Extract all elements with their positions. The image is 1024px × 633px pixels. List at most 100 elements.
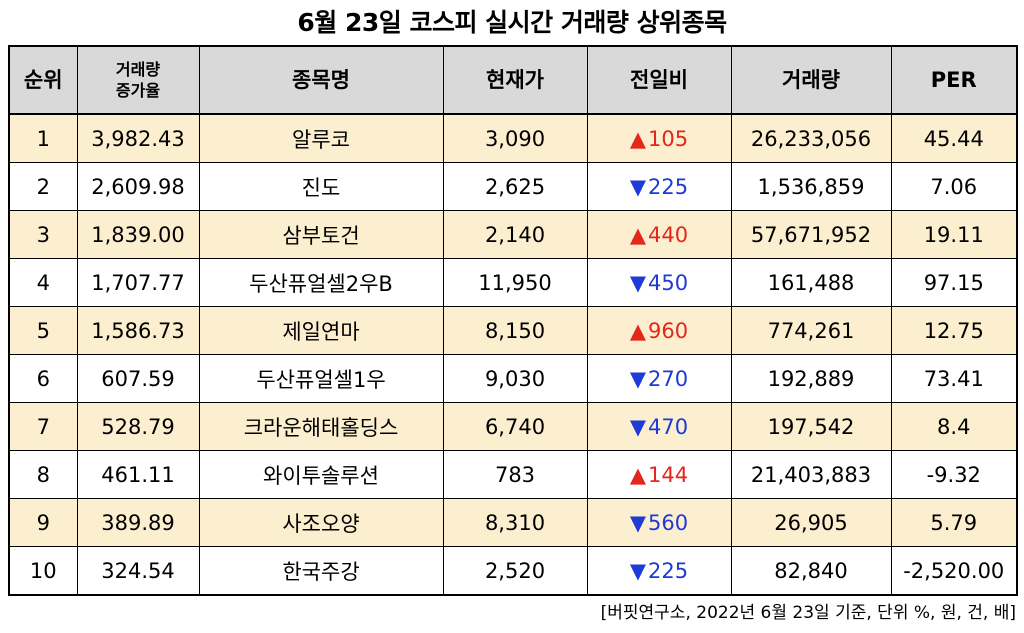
cell-rank: 8	[8, 450, 78, 499]
header-price: 현재가	[442, 45, 588, 115]
down-arrow-icon: ▼	[629, 174, 647, 199]
cell-per: 97.15	[890, 258, 1018, 307]
cell-rank: 3	[8, 210, 78, 259]
cell-volume-increase: 1,839.00	[76, 210, 200, 259]
cell-name: 두산퓨얼셀1우	[198, 354, 444, 403]
table-row: 5 1,586.73 제일연마 8,150 ▲960 774,261 12.75	[8, 306, 1018, 355]
cell-name: 제일연마	[198, 306, 444, 355]
cell-rank: 2	[8, 162, 78, 211]
cell-per: 73.41	[890, 354, 1018, 403]
change-value: 560	[648, 510, 689, 535]
cell-volume-increase: 389.89	[76, 498, 200, 547]
cell-rank: 7	[8, 402, 78, 451]
cell-change: ▼560	[586, 498, 732, 547]
header-rank: 순위	[8, 45, 78, 115]
table-row: 10 324.54 한국주강 2,520 ▼225 82,840 -2,520.00	[8, 546, 1018, 596]
header-volume-increase: 거래량 증가율	[76, 45, 200, 115]
cell-per: 19.11	[890, 210, 1018, 259]
cell-per: -2,520.00	[890, 546, 1018, 596]
table-row: 3 1,839.00 삼부토건 2,140 ▲440 57,671,952 19.11	[8, 210, 1018, 259]
table-row: 2 2,609.98 진도 2,625 ▼225 1,536,859 7.06	[8, 162, 1018, 211]
change-value: 450	[648, 270, 689, 295]
table-row: 9 389.89 사조오양 8,310 ▼560 26,905 5.79	[8, 498, 1018, 547]
change-value: 225	[648, 174, 689, 199]
header-volume-increase-line1: 거래량	[115, 60, 161, 79]
cell-rank: 10	[8, 546, 78, 596]
page-title: 6월 23일 코스피 실시간 거래량 상위종목	[297, 8, 727, 37]
change-value: 440	[648, 222, 689, 247]
cell-volume-increase: 324.54	[76, 546, 200, 596]
cell-price: 2,520	[442, 546, 588, 596]
cell-volume: 197,542	[730, 402, 892, 451]
cell-volume: 21,403,883	[730, 450, 892, 499]
cell-change: ▼225	[586, 162, 732, 211]
cell-name: 두산퓨얼셀2우B	[198, 258, 444, 307]
header-row: 순위 거래량 증가율 종목명 현재가 전일비 거래량 PER	[8, 45, 1018, 115]
cell-price: 783	[442, 450, 588, 499]
cell-volume-increase: 1,586.73	[76, 306, 200, 355]
header-per: PER	[890, 45, 1018, 115]
cell-per: -9.32	[890, 450, 1018, 499]
cell-per: 8.4	[890, 402, 1018, 451]
cell-name: 크라운해태홀딩스	[198, 402, 444, 451]
cell-name: 사조오양	[198, 498, 444, 547]
table-row: 6 607.59 두산퓨얼셀1우 9,030 ▼270 192,889 73.41	[8, 354, 1018, 403]
change-value: 105	[648, 126, 689, 151]
cell-price: 11,950	[442, 258, 588, 307]
change-value: 270	[648, 366, 689, 391]
cell-name: 삼부토건	[198, 210, 444, 259]
change-value: 144	[648, 462, 689, 487]
cell-volume: 161,488	[730, 258, 892, 307]
cell-volume: 82,840	[730, 546, 892, 596]
table-row: 8 461.11 와이투솔루션 783 ▲144 21,403,883 -9.32	[8, 450, 1018, 499]
cell-name: 알루코	[198, 113, 444, 163]
cell-volume-increase: 607.59	[76, 354, 200, 403]
cell-name: 와이투솔루션	[198, 450, 444, 499]
up-arrow-icon: ▲	[629, 462, 647, 487]
cell-change: ▲105	[586, 113, 732, 163]
stock-table: 순위 거래량 증가율 종목명 현재가 전일비 거래량 PER 1 3,982.43…	[8, 45, 1018, 596]
cell-volume: 192,889	[730, 354, 892, 403]
down-arrow-icon: ▼	[629, 510, 647, 535]
cell-price: 9,030	[442, 354, 588, 403]
cell-price: 2,625	[442, 162, 588, 211]
header-volume-increase-line2: 증가율	[115, 81, 161, 100]
cell-rank: 4	[8, 258, 78, 307]
up-arrow-icon: ▲	[629, 318, 647, 343]
cell-price: 8,310	[442, 498, 588, 547]
cell-per: 7.06	[890, 162, 1018, 211]
cell-volume: 26,233,056	[730, 113, 892, 163]
cell-change: ▲440	[586, 210, 732, 259]
cell-volume-increase: 528.79	[76, 402, 200, 451]
down-arrow-icon: ▼	[629, 558, 647, 583]
cell-price: 6,740	[442, 402, 588, 451]
cell-name: 진도	[198, 162, 444, 211]
down-arrow-icon: ▼	[629, 366, 647, 391]
cell-per: 45.44	[890, 113, 1018, 163]
source-note: [버핏연구소, 2022년 6월 23일 기준, 단위 %, 원, 건, 배]	[600, 603, 1016, 623]
table-body: 1 3,982.43 알루코 3,090 ▲105 26,233,056 45.44 2 2,6…	[8, 113, 1018, 596]
header-name: 종목명	[198, 45, 444, 115]
change-value: 470	[648, 414, 689, 439]
up-arrow-icon: ▲	[629, 222, 647, 247]
cell-per: 12.75	[890, 306, 1018, 355]
cell-name: 한국주강	[198, 546, 444, 596]
cell-change: ▼450	[586, 258, 732, 307]
header-change: 전일비	[586, 45, 732, 115]
cell-change: ▼270	[586, 354, 732, 403]
cell-volume-increase: 3,982.43	[76, 113, 200, 163]
table-row: 7 528.79 크라운해태홀딩스 6,740 ▼470 197,542 8.4	[8, 402, 1018, 451]
cell-volume: 1,536,859	[730, 162, 892, 211]
cell-change: ▼225	[586, 546, 732, 596]
cell-volume-increase: 461.11	[76, 450, 200, 499]
cell-price: 3,090	[442, 113, 588, 163]
cell-change: ▲960	[586, 306, 732, 355]
cell-price: 8,150	[442, 306, 588, 355]
header-volume: 거래량	[730, 45, 892, 115]
table-row: 1 3,982.43 알루코 3,090 ▲105 26,233,056 45.44	[8, 113, 1018, 163]
cell-volume-increase: 2,609.98	[76, 162, 200, 211]
down-arrow-icon: ▼	[629, 414, 647, 439]
cell-rank: 9	[8, 498, 78, 547]
cell-rank: 5	[8, 306, 78, 355]
cell-rank: 6	[8, 354, 78, 403]
